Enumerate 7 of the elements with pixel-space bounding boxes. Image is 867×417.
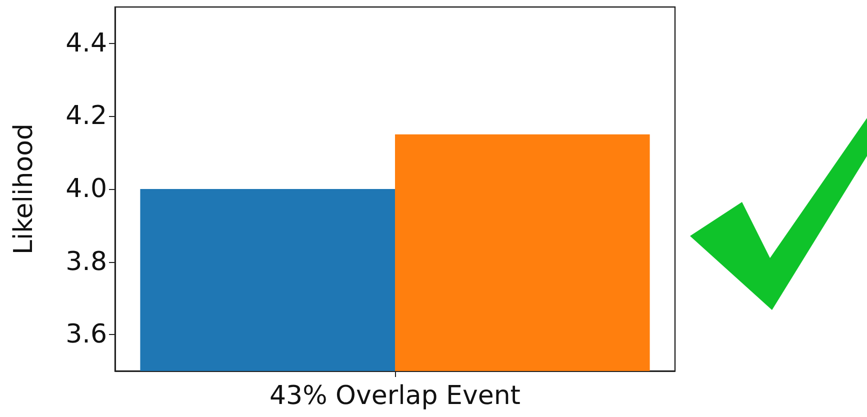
y-tick-label: 4.0 bbox=[66, 174, 107, 204]
y-tick-label: 4.2 bbox=[66, 101, 107, 132]
x-tick-label: 43% Overlap Event bbox=[270, 381, 520, 411]
y-axis-title: Likelihood bbox=[9, 123, 39, 255]
y-tick-label: 4.4 bbox=[66, 28, 107, 58]
y-tick-label: 3.6 bbox=[66, 320, 107, 350]
y-tick-label: 3.8 bbox=[66, 246, 107, 277]
